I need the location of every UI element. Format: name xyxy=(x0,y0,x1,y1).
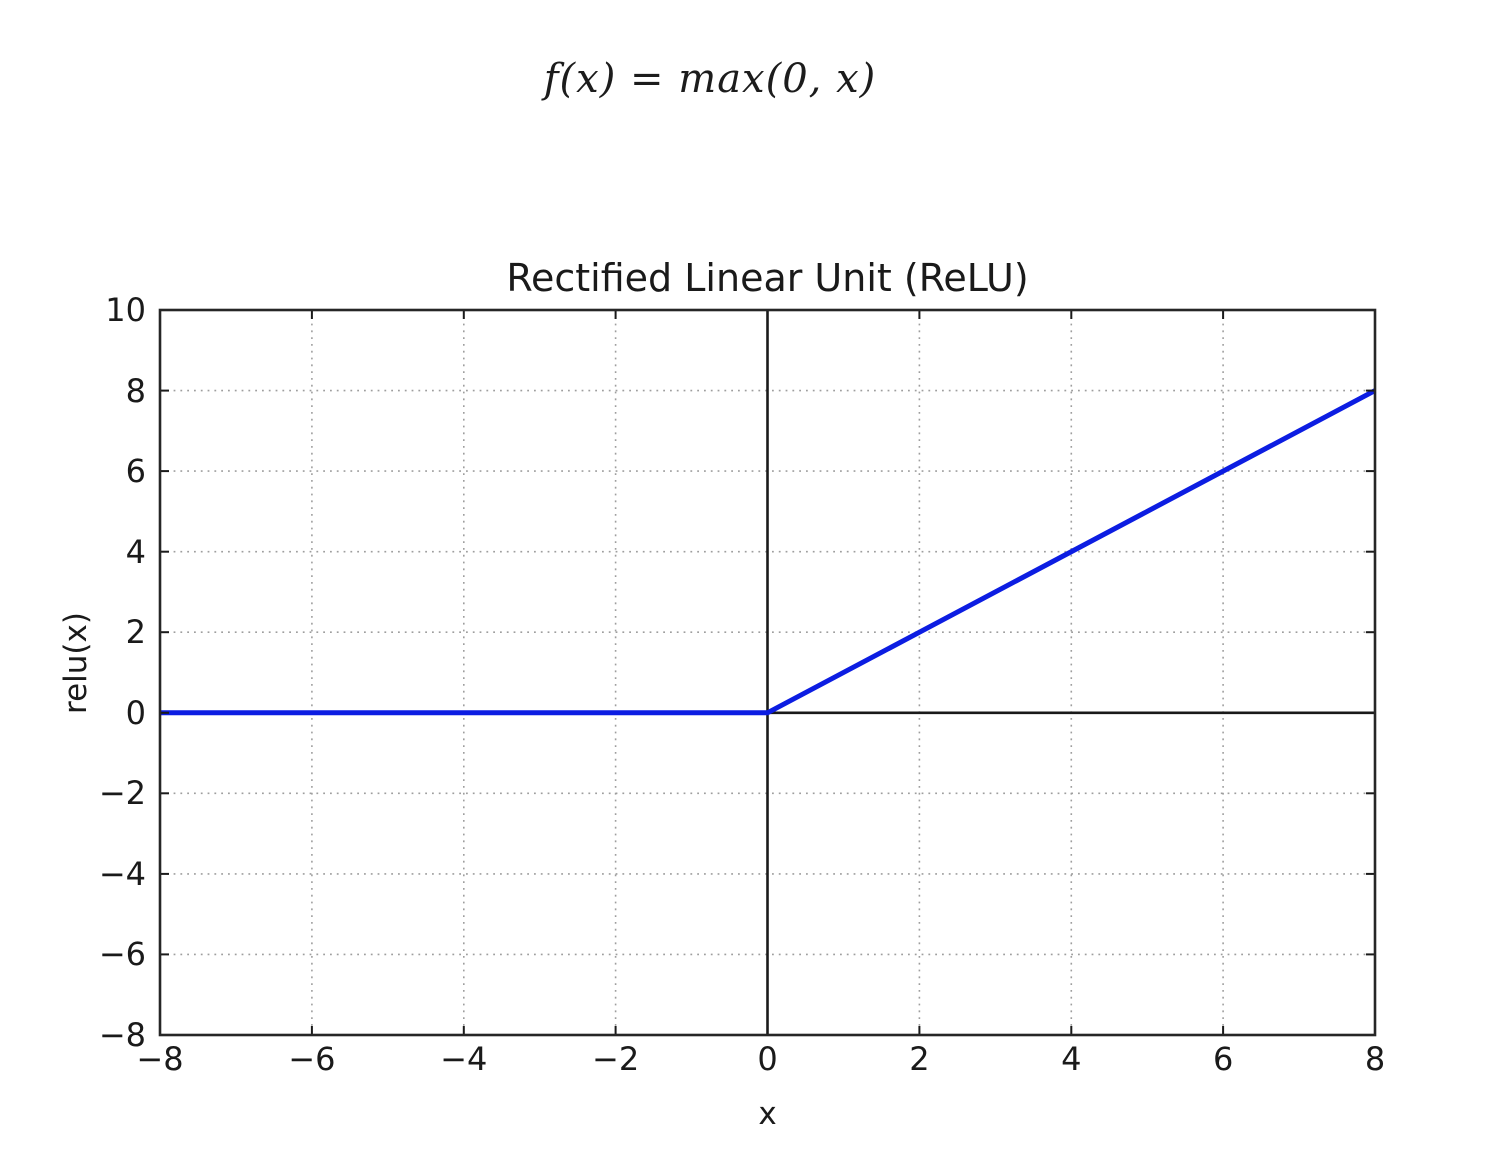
x-tick-label: 2 xyxy=(909,1040,930,1078)
x-tick-label: −6 xyxy=(288,1040,336,1078)
x-tick-label: −2 xyxy=(592,1040,640,1078)
y-tick-label: 0 xyxy=(125,693,146,732)
y-tick-label: 4 xyxy=(125,532,146,571)
y-tick-label: −8 xyxy=(98,1016,146,1054)
y-tick-label: −6 xyxy=(98,935,146,974)
y-tick-label: 6 xyxy=(125,452,146,491)
x-tick-label: −8 xyxy=(136,1040,184,1078)
x-tick-label: −4 xyxy=(440,1040,488,1078)
y-tick-label: 10 xyxy=(105,291,146,329)
y-tick-label: 8 xyxy=(125,371,146,410)
chart-title: Rectified Linear Unit (ReLU) xyxy=(506,256,1029,300)
y-tick-label: 2 xyxy=(125,613,146,652)
x-tick-label: 0 xyxy=(757,1040,778,1078)
x-tick-label: 6 xyxy=(1212,1040,1234,1078)
x-axis-label: x xyxy=(758,1096,777,1132)
y-tick-label: −2 xyxy=(98,774,146,813)
x-tick-label: 4 xyxy=(1061,1040,1082,1078)
formula-text: f(x) = max(0, x) xyxy=(543,56,877,102)
plot-frame xyxy=(158,308,1377,1037)
plot-area xyxy=(158,308,1377,1037)
series-relu xyxy=(160,388,1377,716)
x-tick-label: 8 xyxy=(1364,1040,1386,1078)
y-tick-label: −4 xyxy=(98,854,146,893)
